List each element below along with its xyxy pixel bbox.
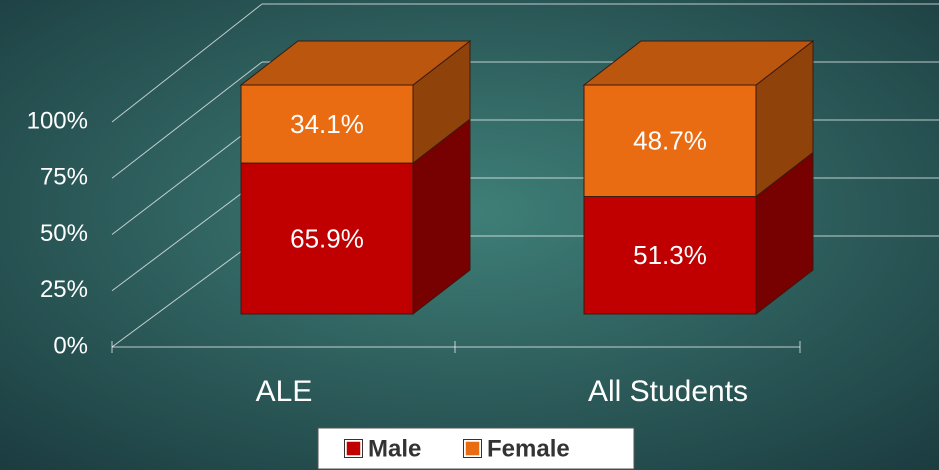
grid-line [111,235,263,348]
x-tick-label: All Students [588,375,748,408]
grid-line [111,61,263,179]
bar-top [239,40,472,86]
grid-line [111,177,263,292]
legend-swatch [464,440,481,457]
grid-line [111,119,263,235]
legend-label: Male [368,435,421,462]
y-tick-label: 75% [40,164,88,191]
data-label: 65.9% [290,223,364,253]
x-tick-label: ALE [256,375,313,408]
y-tick-label: 50% [40,220,88,247]
legend-swatch [345,440,362,457]
y-tick-label: 100% [27,107,88,134]
y-tick-label: 0% [53,332,88,359]
data-label: 51.3% [633,240,707,270]
data-label: 34.1% [290,109,364,139]
bar-segment [583,196,757,315]
bar-top [582,40,815,86]
grid-line [111,3,263,123]
data-label: 48.7% [633,126,707,156]
bar-segment [240,162,414,315]
bar-segment [583,84,757,198]
legend-label: Female [487,435,570,462]
y-tick-label: 25% [40,276,88,303]
bar-segment [240,84,414,164]
